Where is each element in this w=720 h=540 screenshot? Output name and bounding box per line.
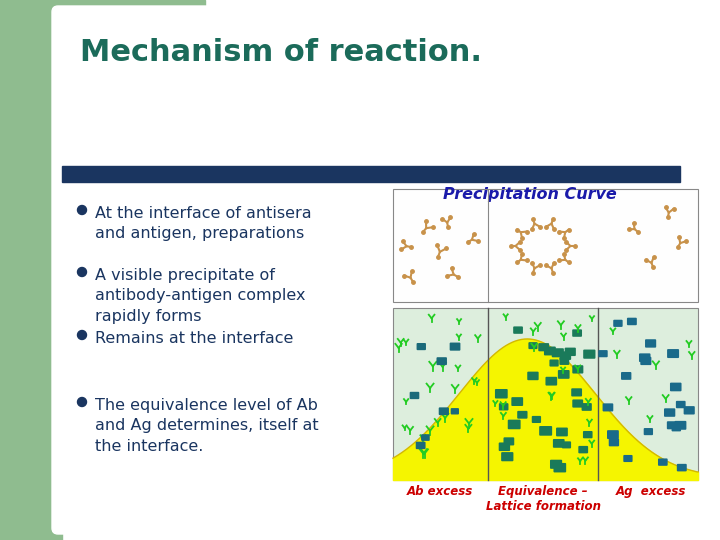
Bar xyxy=(0,0,62,540)
FancyBboxPatch shape xyxy=(495,389,508,399)
FancyBboxPatch shape xyxy=(621,372,631,380)
FancyBboxPatch shape xyxy=(544,347,556,355)
FancyBboxPatch shape xyxy=(572,329,582,337)
Text: Ab excess: Ab excess xyxy=(407,485,473,498)
FancyBboxPatch shape xyxy=(658,458,667,466)
FancyBboxPatch shape xyxy=(675,421,686,430)
FancyBboxPatch shape xyxy=(582,403,592,411)
Text: Equivalence –
Lattice formation: Equivalence – Lattice formation xyxy=(485,485,600,513)
FancyBboxPatch shape xyxy=(608,438,619,447)
FancyBboxPatch shape xyxy=(603,403,613,411)
Circle shape xyxy=(78,206,86,214)
FancyBboxPatch shape xyxy=(572,365,583,374)
FancyBboxPatch shape xyxy=(417,343,426,350)
Text: A visible precipitate of
antibody-antigen complex
rapidly forms: A visible precipitate of antibody-antige… xyxy=(95,268,305,324)
FancyBboxPatch shape xyxy=(499,403,508,410)
FancyBboxPatch shape xyxy=(553,439,564,448)
FancyBboxPatch shape xyxy=(517,411,528,418)
FancyBboxPatch shape xyxy=(640,357,652,365)
FancyBboxPatch shape xyxy=(613,320,623,327)
FancyBboxPatch shape xyxy=(450,342,460,350)
FancyBboxPatch shape xyxy=(539,343,549,352)
FancyBboxPatch shape xyxy=(549,360,559,367)
FancyBboxPatch shape xyxy=(562,441,571,448)
FancyBboxPatch shape xyxy=(436,357,447,365)
FancyBboxPatch shape xyxy=(550,460,562,469)
FancyBboxPatch shape xyxy=(546,377,557,386)
FancyBboxPatch shape xyxy=(559,357,570,365)
FancyBboxPatch shape xyxy=(558,370,570,379)
Circle shape xyxy=(78,397,86,407)
FancyBboxPatch shape xyxy=(583,431,593,438)
FancyBboxPatch shape xyxy=(683,406,695,415)
FancyBboxPatch shape xyxy=(451,408,459,415)
FancyBboxPatch shape xyxy=(532,416,541,423)
Text: Ag  excess: Ag excess xyxy=(616,485,686,498)
Text: Remains at the interface: Remains at the interface xyxy=(95,331,293,346)
FancyBboxPatch shape xyxy=(539,426,552,436)
FancyBboxPatch shape xyxy=(527,372,539,380)
FancyBboxPatch shape xyxy=(554,463,566,472)
FancyBboxPatch shape xyxy=(528,342,538,349)
FancyBboxPatch shape xyxy=(664,408,675,417)
FancyBboxPatch shape xyxy=(513,326,523,334)
FancyBboxPatch shape xyxy=(607,430,619,439)
FancyBboxPatch shape xyxy=(552,348,564,357)
FancyBboxPatch shape xyxy=(511,397,523,406)
FancyBboxPatch shape xyxy=(52,6,714,534)
FancyBboxPatch shape xyxy=(667,421,678,429)
FancyBboxPatch shape xyxy=(639,353,651,362)
Text: At the interface of antisera
and antigen, preparations: At the interface of antisera and antigen… xyxy=(95,206,312,241)
FancyBboxPatch shape xyxy=(499,442,510,451)
FancyBboxPatch shape xyxy=(556,428,568,436)
Text: The equivalence level of Ab
and Ag determines, itself at
the interface.: The equivalence level of Ab and Ag deter… xyxy=(95,398,319,454)
FancyBboxPatch shape xyxy=(559,352,571,360)
FancyBboxPatch shape xyxy=(421,434,430,441)
FancyBboxPatch shape xyxy=(508,420,521,429)
FancyBboxPatch shape xyxy=(644,428,653,435)
FancyBboxPatch shape xyxy=(677,464,687,471)
FancyBboxPatch shape xyxy=(627,318,636,325)
FancyBboxPatch shape xyxy=(676,401,685,408)
Bar xyxy=(0,0,205,115)
FancyBboxPatch shape xyxy=(501,452,513,461)
Circle shape xyxy=(78,330,86,340)
FancyBboxPatch shape xyxy=(410,392,419,399)
FancyBboxPatch shape xyxy=(645,339,656,348)
FancyBboxPatch shape xyxy=(670,383,682,391)
FancyBboxPatch shape xyxy=(503,437,514,446)
FancyBboxPatch shape xyxy=(415,442,426,449)
Text: Precipitation Curve: Precipitation Curve xyxy=(443,187,617,202)
FancyBboxPatch shape xyxy=(672,424,681,431)
Text: Mechanism of reaction.: Mechanism of reaction. xyxy=(80,38,482,67)
FancyBboxPatch shape xyxy=(572,400,583,408)
FancyBboxPatch shape xyxy=(564,348,576,356)
Bar xyxy=(393,189,698,302)
FancyBboxPatch shape xyxy=(571,388,582,396)
Bar xyxy=(62,166,680,182)
FancyBboxPatch shape xyxy=(438,407,449,415)
FancyBboxPatch shape xyxy=(578,446,588,454)
FancyBboxPatch shape xyxy=(598,350,608,357)
Bar xyxy=(393,308,698,480)
FancyBboxPatch shape xyxy=(667,349,679,358)
FancyBboxPatch shape xyxy=(624,455,633,462)
FancyBboxPatch shape xyxy=(583,349,595,359)
Circle shape xyxy=(78,267,86,276)
